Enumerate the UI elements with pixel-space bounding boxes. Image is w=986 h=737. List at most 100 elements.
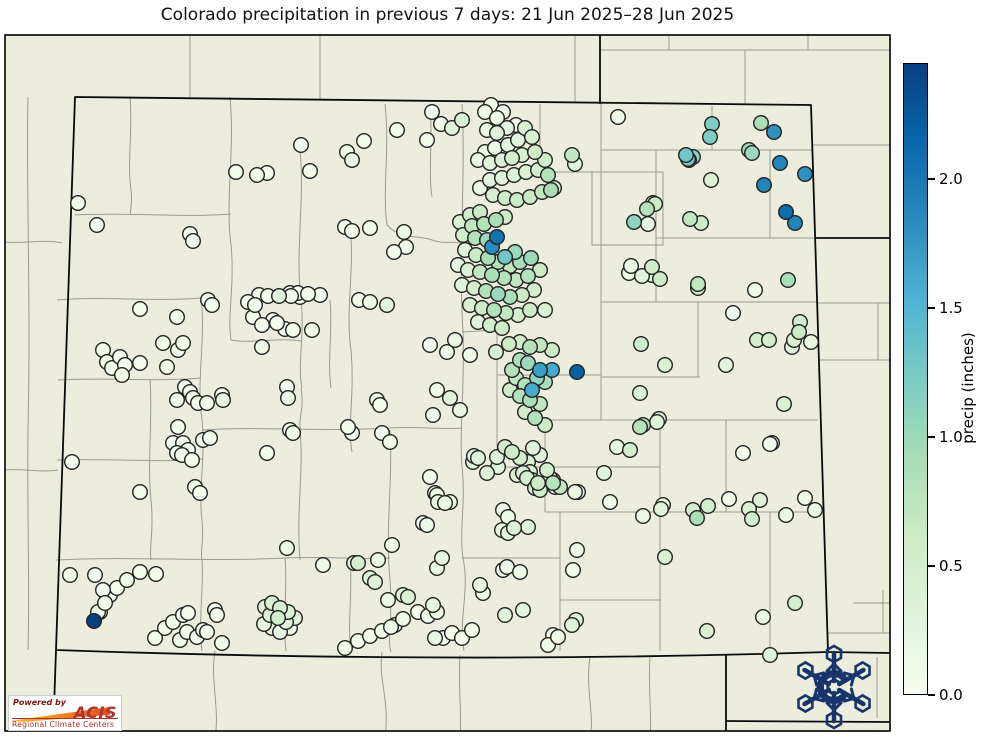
station-dot	[725, 305, 742, 322]
station-dot	[545, 475, 562, 492]
station-dot	[302, 162, 319, 179]
station-dot	[522, 302, 539, 319]
station-dot	[191, 485, 208, 502]
colorbar-tick-mark	[928, 694, 935, 696]
station-dot	[214, 392, 231, 409]
station-dot	[340, 419, 357, 436]
station-dot	[634, 268, 651, 285]
station-dot	[62, 567, 79, 584]
station-dot	[520, 519, 537, 536]
station-dot	[752, 492, 769, 509]
plot-frame	[4, 34, 891, 732]
station-dot	[454, 111, 471, 128]
station-dot	[356, 132, 373, 149]
station-dot	[488, 344, 505, 361]
station-dot	[522, 339, 539, 356]
station-dot	[644, 259, 661, 276]
station-dot	[632, 419, 649, 436]
colorado-border	[55, 96, 829, 659]
station-dot	[425, 597, 442, 614]
station-dot	[169, 419, 186, 436]
station-dot	[780, 272, 797, 289]
station-dot	[623, 258, 640, 275]
chart-title: Colorado precipitation in previous 7 day…	[160, 5, 735, 25]
station-dot	[293, 136, 310, 153]
station-dot	[246, 297, 263, 314]
station-dot	[702, 128, 719, 145]
station-dot	[427, 630, 444, 647]
colorbar-label: precip (inches)	[959, 332, 977, 444]
station-dot	[300, 286, 317, 303]
station-dot	[639, 200, 656, 217]
station-dot	[315, 557, 332, 574]
station-dot	[524, 382, 541, 399]
county-lines	[5, 35, 890, 731]
station-dot	[442, 390, 459, 407]
station-dot	[146, 630, 163, 647]
station-dot	[797, 490, 814, 507]
station-dot	[372, 397, 389, 414]
station-dot	[462, 347, 479, 364]
station-dot	[776, 396, 793, 413]
station-dot	[791, 324, 808, 341]
station-dot	[154, 335, 171, 352]
station-dot	[344, 151, 361, 168]
station-dot	[520, 355, 537, 372]
station-dot	[168, 392, 185, 409]
station-dot	[504, 444, 521, 461]
station-dot	[88, 216, 105, 233]
station-dot	[396, 223, 413, 240]
colorbar-gradient	[903, 63, 928, 695]
station-dot	[756, 176, 773, 193]
station-dot	[285, 322, 302, 339]
station-dot	[657, 549, 674, 566]
station-dot	[512, 564, 529, 581]
station-dot	[537, 302, 554, 319]
station-dot	[425, 407, 442, 424]
station-dot	[520, 268, 537, 285]
acis-subtitle-text: Regional Climate Centers	[12, 718, 118, 729]
station-dot	[762, 436, 779, 453]
station-dot	[464, 622, 481, 639]
colorbar-tick-label: 0.0	[939, 686, 963, 704]
station-dot	[489, 228, 506, 245]
station-dot	[523, 249, 540, 266]
station-dot	[633, 336, 650, 353]
station-dot	[131, 564, 148, 581]
station-dot	[504, 149, 521, 166]
station-dot	[689, 510, 706, 527]
station-dot	[622, 442, 639, 459]
station-dot	[253, 339, 270, 356]
station-dot	[203, 297, 220, 314]
station-dot	[626, 213, 643, 230]
station-dot	[350, 555, 367, 572]
colorbar-tick-label: 1.0	[939, 428, 963, 447]
station-dot	[337, 640, 354, 657]
station-dot	[569, 364, 586, 381]
station-dot	[386, 243, 403, 260]
station-dot	[470, 450, 487, 467]
station-dot	[213, 635, 230, 652]
station-dot	[649, 414, 666, 431]
station-dot	[227, 163, 244, 180]
station-dot	[525, 440, 542, 457]
station-dot	[682, 210, 699, 227]
station-dot	[744, 511, 761, 528]
station-dot	[532, 362, 549, 379]
station-dot	[564, 146, 581, 163]
station-dot	[527, 143, 544, 160]
station-dot	[434, 550, 451, 567]
station-dot	[602, 494, 619, 511]
station-dot	[248, 166, 265, 183]
station-dot	[640, 215, 657, 232]
station-dot	[772, 154, 789, 171]
station-dot	[703, 171, 720, 188]
station-dot	[304, 322, 321, 339]
station-dot	[201, 430, 218, 447]
station-dot	[384, 537, 401, 554]
station-dot	[721, 491, 738, 508]
station-dot	[380, 592, 397, 609]
station-dot	[183, 452, 200, 469]
